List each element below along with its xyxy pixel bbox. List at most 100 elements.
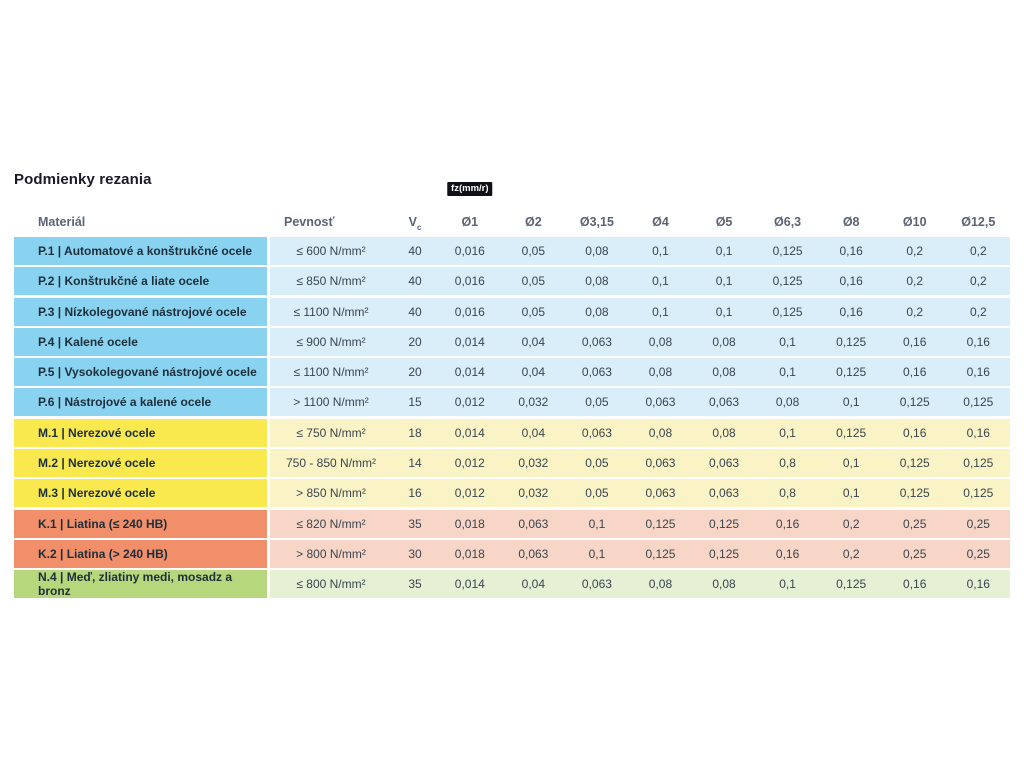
- fz-value-cell: 0,16: [946, 418, 1011, 447]
- fz-value-cell: 0,2: [946, 297, 1011, 326]
- fz-value-cell: 0,04: [501, 570, 566, 599]
- material-cell: P.5 | Vysokolegované nástrojové ocele: [14, 358, 267, 387]
- vc-cell: 15: [392, 388, 438, 417]
- fz-value-cell: 0,16: [819, 297, 883, 326]
- header-strength: Pevnosť: [284, 215, 335, 229]
- header-diameter-6-3: Ø6,3: [774, 215, 802, 229]
- strength-cell: ≤ 850 N/mm²: [270, 267, 392, 296]
- fz-value-cell: 0,125: [882, 479, 947, 508]
- fz-value-cell: 0,032: [501, 479, 566, 508]
- strength-cell: ≤ 800 N/mm²: [270, 570, 392, 599]
- fz-value-cell: 0,08: [628, 570, 693, 599]
- fz-value-cell: 0,125: [755, 267, 820, 296]
- vc-cell: 40: [392, 267, 438, 296]
- fz-value-cell: 0,25: [946, 539, 1011, 568]
- table-row: P.6 | Nástrojové a kalené ocele > 1100 N/…: [14, 388, 1011, 417]
- strength-cell: ≤ 750 N/mm²: [270, 418, 392, 447]
- fz-value-cell: 0,1: [692, 267, 756, 296]
- strength-cell: 750 - 850 N/mm²: [270, 449, 392, 478]
- strength-cell: ≤ 900 N/mm²: [270, 327, 392, 356]
- fz-value-cell: 0,032: [501, 388, 566, 417]
- page-title: Podmienky rezania: [14, 171, 152, 188]
- table-row: N.4 | Meď, zliatiny medi, mosadz a bronz…: [14, 570, 1011, 599]
- fz-value-cell: 0,125: [882, 388, 947, 417]
- fz-value-cell: 0,125: [946, 479, 1011, 508]
- material-cell: P.4 | Kalené ocele: [14, 327, 267, 356]
- fz-value-cell: 0,1: [692, 237, 756, 265]
- table-row: K.1 | Liatina (≤ 240 HB) ≤ 820 N/mm² 35 0,0…: [14, 509, 1011, 538]
- fz-value-cell: 0,063: [692, 388, 756, 417]
- table-row: M.3 | Nerezové ocele > 850 N/mm² 16 0,012 0,…: [14, 479, 1011, 508]
- fz-value-cell: 0,16: [819, 267, 883, 296]
- fz-value-cell: 0,063: [565, 570, 629, 599]
- fz-value-cell: 0,16: [946, 570, 1011, 599]
- fz-value-cell: 0,016: [438, 237, 502, 265]
- strength-cell: ≤ 820 N/mm²: [270, 509, 392, 538]
- fz-value-cell: 0,1: [628, 267, 693, 296]
- fz-value-cell: 0,032: [501, 449, 566, 478]
- fz-value-cell: 0,16: [882, 358, 947, 387]
- fz-value-cell: 0,05: [565, 479, 629, 508]
- fz-value-cell: 0,04: [501, 327, 566, 356]
- fz-value-cell: 0,125: [692, 539, 756, 568]
- fz-value-cell: 0,063: [565, 418, 629, 447]
- fz-value-cell: 0,16: [946, 358, 1011, 387]
- fz-value-cell: 0,125: [819, 327, 883, 356]
- diameter-label: Ø1: [461, 215, 479, 229]
- fz-value-cell: 0,05: [565, 388, 629, 417]
- fz-unit-badge: fz(mm/r): [447, 182, 493, 196]
- fz-value-cell: 0,08: [628, 418, 693, 447]
- fz-value-cell: 0,063: [565, 358, 629, 387]
- header-diameter-5: Ø5: [715, 215, 733, 229]
- vc-cell: 14: [392, 449, 438, 478]
- table-row: P.4 | Kalené ocele ≤ 900 N/mm² 20 0,014 0,04…: [14, 327, 1011, 356]
- table-row: K.2 | Liatina (> 240 HB) > 800 N/mm² 30 0,0…: [14, 539, 1011, 568]
- strength-cell: ≤ 1100 N/mm²: [270, 297, 392, 326]
- fz-value-cell: 0,063: [628, 479, 693, 508]
- fz-value-cell: 0,16: [755, 509, 820, 538]
- fz-value-cell: 0,012: [438, 449, 502, 478]
- table-row: P.3 | Nízkolegované nástrojové ocele ≤ 11…: [14, 297, 1011, 326]
- material-cell: K.2 | Liatina (> 240 HB): [14, 539, 267, 568]
- fz-value-cell: 0,016: [438, 267, 502, 296]
- header-diameter-4: Ø4: [652, 215, 669, 229]
- vc-cell: 35: [392, 570, 438, 599]
- fz-value-cell: 0,16: [819, 237, 883, 265]
- fz-value-cell: 0,16: [882, 570, 947, 599]
- fz-value-cell: 0,125: [819, 570, 883, 599]
- fz-value-cell: 0,1: [692, 297, 756, 326]
- fz-value-cell: 0,08: [565, 237, 629, 265]
- fz-value-cell: 0,16: [755, 539, 820, 568]
- vc-cell: 30: [392, 539, 438, 568]
- vc-cell: 18: [392, 418, 438, 447]
- fz-value-cell: 0,063: [628, 449, 693, 478]
- fz-value-cell: 0,014: [438, 358, 502, 387]
- header-diameter-1: fz(mm/r) Ø1: [438, 182, 502, 229]
- fz-value-cell: 0,05: [501, 267, 566, 296]
- fz-value-cell: 0,063: [692, 449, 756, 478]
- fz-value-cell: 0,08: [692, 570, 756, 599]
- strength-cell: > 850 N/mm²: [270, 479, 392, 508]
- material-cell: P.6 | Nástrojové a kalené ocele: [14, 388, 267, 417]
- header-diameter-12-5: Ø12,5: [961, 215, 996, 229]
- table-row: P.1 | Automatové a konštrukčné ocele ≤ 60…: [14, 237, 1011, 265]
- header-diameter-10: Ø10: [902, 215, 927, 229]
- table-row: M.2 | Nerezové ocele 750 - 850 N/mm² 14 0,0…: [14, 449, 1011, 478]
- fz-value-cell: 0,125: [628, 539, 693, 568]
- fz-value-cell: 0,2: [819, 539, 883, 568]
- fz-value-cell: 0,125: [755, 237, 820, 265]
- fz-value-cell: 0,125: [819, 358, 883, 387]
- fz-value-cell: 0,1: [755, 327, 820, 356]
- fz-value-cell: 0,04: [501, 418, 566, 447]
- vc-cell: 40: [392, 297, 438, 326]
- fz-value-cell: 0,1: [628, 237, 693, 265]
- fz-value-cell: 0,16: [946, 327, 1011, 356]
- fz-value-cell: 0,2: [946, 237, 1011, 265]
- material-cell: K.1 | Liatina (≤ 240 HB): [14, 509, 267, 538]
- material-cell: M.1 | Nerezové ocele: [14, 418, 267, 447]
- fz-value-cell: 0,125: [628, 509, 693, 538]
- fz-value-cell: 0,1: [819, 449, 883, 478]
